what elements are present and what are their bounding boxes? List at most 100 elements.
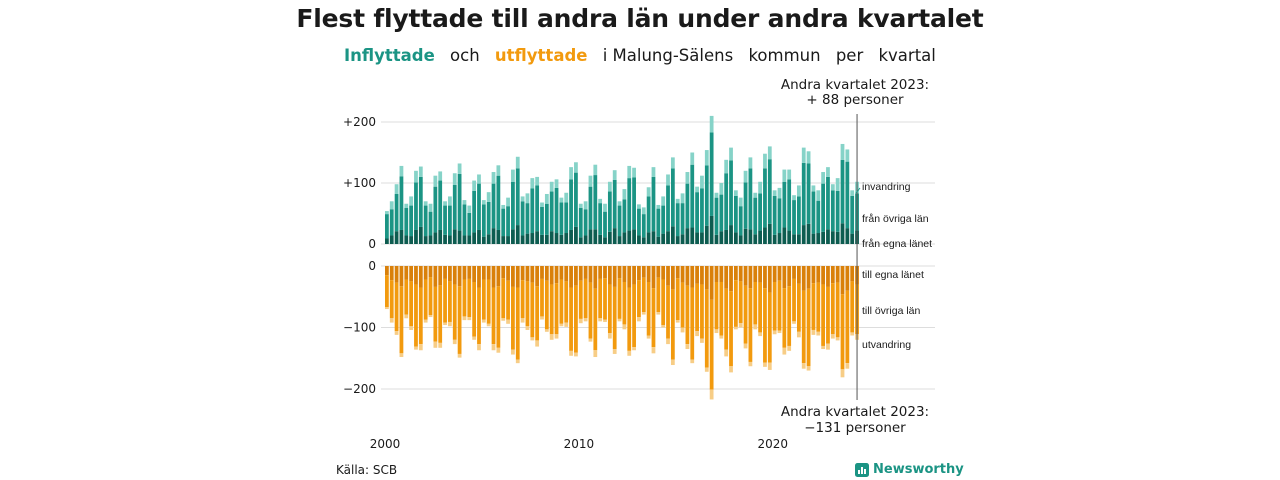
bar-in-egna-68 <box>714 234 719 244</box>
bar-out-utvandring-28 <box>520 318 525 323</box>
bar-out-utvandring-82 <box>782 347 787 355</box>
bar-out-ovriga-28 <box>520 280 525 319</box>
bar-in-egna-21 <box>486 234 491 244</box>
source-note: Källa: SCB <box>336 463 398 477</box>
bar-in-egna-65 <box>700 232 704 244</box>
bar-out-utvandring-6 <box>414 346 418 350</box>
bar-out-utvandring-23 <box>496 347 501 353</box>
bar-in-egna-89 <box>816 233 821 244</box>
bar-out-utvandring-69 <box>719 335 724 339</box>
bar-in-invandring-34 <box>549 181 554 192</box>
bar-out-utvandring-84 <box>792 321 796 324</box>
bar-in-egna-51 <box>632 229 636 244</box>
bar-in-invandring-48 <box>617 201 622 206</box>
bar-out-ovriga-36 <box>559 279 564 324</box>
bar-in-ovriga-33 <box>544 203 549 235</box>
bar-in-egna-81 <box>777 233 782 244</box>
bar-out-egna-2 <box>394 266 399 283</box>
bar-out-ovriga-81 <box>777 280 782 331</box>
bar-out-ovriga-75 <box>748 288 753 362</box>
bar-out-ovriga-53 <box>641 277 646 313</box>
bar-out-egna-83 <box>787 266 792 287</box>
bar-in-invandring-59 <box>670 157 675 169</box>
bar-out-ovriga-7 <box>418 287 423 345</box>
bar-in-ovriga-25 <box>506 206 510 237</box>
bar-out-utvandring-13 <box>448 321 452 327</box>
grid-lines <box>381 121 935 390</box>
bar-out-ovriga-3 <box>399 286 404 354</box>
axis-ticks: +200 +100 0 0 −100 −200 2000 2010 2020 <box>343 115 788 451</box>
bar-in-egna-50 <box>627 230 632 244</box>
bar-in-egna-94 <box>840 223 845 244</box>
bar-in-invandring-61 <box>680 193 685 204</box>
bar-out-ovriga-66 <box>704 289 709 368</box>
bar-in-invandring-2 <box>394 184 399 194</box>
bar-out-utvandring-26 <box>511 349 515 355</box>
bar-in-egna-57 <box>661 233 666 244</box>
bar-in-ovriga-34 <box>549 191 554 232</box>
bar-in-egna-16 <box>462 235 467 244</box>
bar-out-ovriga-93 <box>835 282 840 338</box>
bar-in-egna-76 <box>753 234 758 244</box>
bar-in-ovriga-86 <box>801 162 806 226</box>
bar-out-ovriga-31 <box>535 286 540 341</box>
bar-in-egna-43 <box>593 229 598 244</box>
bar-in-ovriga-22 <box>491 183 496 229</box>
bar-in-ovriga-13 <box>448 205 452 236</box>
bar-in-egna-93 <box>835 231 840 244</box>
bar-in-egna-24 <box>501 236 506 244</box>
bar-out-utvandring-39 <box>574 352 578 357</box>
bar-out-utvandring-62 <box>685 344 690 350</box>
bar-out-utvandring-54 <box>646 335 651 339</box>
bar-in-invandring-74 <box>743 170 748 183</box>
bar-in-invandring-51 <box>632 167 636 178</box>
bar-in-egna-17 <box>467 235 472 244</box>
bar-out-utvandring-55 <box>651 347 656 354</box>
bar-out-egna-57 <box>661 266 666 280</box>
bar-in-invandring-33 <box>544 193 549 204</box>
bar-out-ovriga-76 <box>753 281 758 325</box>
annotation-bottom-line2: −131 personer <box>804 420 906 436</box>
bar-out-egna-78 <box>763 266 767 289</box>
bar-in-egna-31 <box>535 231 540 244</box>
bar-out-utvandring-9 <box>428 315 433 318</box>
bar-in-ovriga-59 <box>670 168 675 227</box>
bar-in-egna-71 <box>729 225 733 244</box>
bar-out-utvandring-18 <box>472 336 477 340</box>
bar-out-egna-3 <box>399 266 404 287</box>
bar-out-utvandring-74 <box>743 343 748 349</box>
bar-in-egna-42 <box>588 229 593 244</box>
bar-out-egna-5 <box>409 266 414 282</box>
bar-in-invandring-31 <box>535 176 540 186</box>
bar-in-egna-69 <box>719 231 724 244</box>
bar-out-ovriga-17 <box>467 278 472 318</box>
bar-out-utvandring-86 <box>801 363 806 369</box>
bar-in-egna-13 <box>448 235 452 244</box>
bar-out-ovriga-48 <box>617 278 622 319</box>
bar-in-invandring-66 <box>704 150 709 166</box>
bar-out-egna-48 <box>617 266 622 279</box>
bar-in-egna-9 <box>428 235 433 244</box>
bar-in-invandring-41 <box>583 201 588 210</box>
bar-in-egna-56 <box>656 236 661 244</box>
bar-out-utvandring-38 <box>569 350 573 356</box>
brand-logo[interactable]: Newsworthy <box>855 462 964 477</box>
bar-in-ovriga-36 <box>559 202 564 235</box>
bar-in-ovriga-91 <box>826 176 830 230</box>
bar-in-ovriga-68 <box>714 197 719 235</box>
bar-in-egna-62 <box>685 228 690 244</box>
bar-out-egna-79 <box>767 266 772 293</box>
bar-out-ovriga-46 <box>607 284 612 334</box>
bar-out-utvandring-68 <box>714 329 719 334</box>
bar-in-invandring-1 <box>389 201 394 210</box>
bar-out-utvandring-49 <box>622 324 627 330</box>
bar-in-egna-59 <box>670 226 675 244</box>
bar-in-egna-5 <box>409 236 414 244</box>
bar-out-utvandring-87 <box>806 366 811 371</box>
bar-in-invandring-15 <box>457 163 462 174</box>
bar-out-utvandring-27 <box>515 359 520 364</box>
bar-in-ovriga-21 <box>486 201 491 235</box>
bar-out-ovriga-44 <box>598 278 603 319</box>
bar-out-egna-62 <box>685 266 690 286</box>
bar-out-ovriga-20 <box>481 279 486 320</box>
